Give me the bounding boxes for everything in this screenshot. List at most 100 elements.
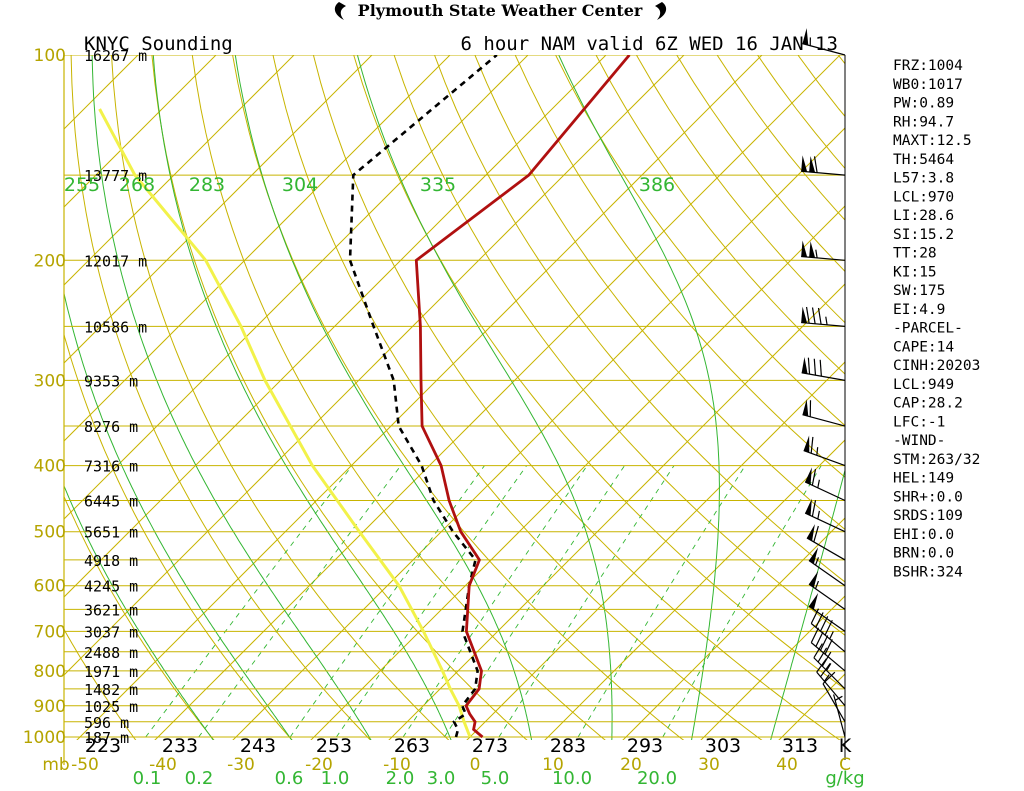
dry-adiabat-line	[757, 55, 845, 170]
barb-half-flag	[816, 447, 819, 456]
index-value: MAXT:12.5	[893, 133, 972, 149]
kelvin-tick-label: 253	[316, 735, 352, 757]
kelvin-tick-label: 233	[162, 735, 198, 757]
barb-flag	[811, 307, 816, 324]
wind-barb	[808, 571, 846, 610]
wind-barb	[802, 28, 846, 56]
isotherm-line	[64, 55, 529, 520]
barb-flag	[822, 671, 836, 685]
dry-adiabat-line	[272, 55, 763, 740]
barb-pennant	[806, 524, 815, 541]
celsius-tick-label: -50	[71, 755, 99, 775]
moist-adiabat-line	[91, 55, 372, 740]
moist-adiabat-line	[234, 55, 533, 740]
dry-adiabat-line	[716, 55, 845, 221]
celsius-tick-label: 0	[470, 755, 481, 775]
height-label: 1482 m	[84, 681, 138, 699]
celsius-tick-label: -30	[227, 755, 255, 775]
barb-pennant	[802, 399, 809, 417]
isotherm-line	[0, 55, 60, 751]
mixing-ratio-tick-label: 5.0	[481, 768, 510, 789]
dry-adiabat-line	[151, 55, 528, 740]
barb-flag	[819, 616, 829, 632]
height-label: 1025 m	[84, 698, 138, 716]
barb-half-flag	[817, 479, 820, 488]
index-value: SW:175	[893, 283, 945, 299]
isotherm-line	[310, 205, 845, 740]
dry-adiabat-line	[232, 55, 685, 740]
barb-flag	[811, 500, 817, 517]
barb-half-flag	[817, 510, 820, 520]
temperature-trace-line	[414, 55, 631, 739]
barb-staff	[804, 481, 846, 502]
dry-adiabat-line	[64, 495, 215, 740]
dry-adiabat-line	[393, 55, 845, 636]
isotherm-line	[64, 55, 373, 364]
isotherm-line	[544, 439, 845, 740]
index-value: SRDS:109	[893, 508, 963, 524]
theta-label: 335	[420, 174, 456, 196]
kelvin-unit-label: K	[839, 735, 852, 757]
index-value: KI:15	[893, 264, 937, 280]
isotherm-line	[622, 517, 845, 740]
barb-half-flag	[825, 316, 828, 325]
dry-adiabat-line	[111, 55, 450, 740]
index-value: -PARCEL-	[893, 321, 963, 337]
kelvin-tick-label: 283	[550, 735, 586, 757]
celsius-tick-label: 30	[698, 755, 720, 775]
barb-pennant	[805, 467, 812, 485]
mixing-ratio-tick-label: 20.0	[637, 768, 677, 789]
height-label: 13777 m	[84, 167, 147, 185]
wind-barb	[801, 240, 846, 261]
height-label: 6445 m	[84, 492, 138, 510]
barb-flag	[813, 525, 819, 543]
wind-barb	[808, 547, 846, 587]
barb-staff	[801, 321, 846, 327]
isotherm-line	[64, 55, 451, 442]
height-label: 12017 m	[84, 252, 147, 270]
height-label: 7316 m	[84, 458, 138, 476]
barb-staff	[822, 683, 846, 723]
dry-adiabat-line	[353, 55, 845, 690]
barb-half-flag	[823, 674, 830, 682]
index-value: RH:94.7	[893, 114, 954, 130]
kelvin-tick-label: 303	[705, 735, 741, 757]
barb-staff	[804, 512, 846, 533]
index-value: TH:5464	[893, 152, 954, 168]
height-label: 8276 m	[84, 418, 138, 436]
index-value: TT:28	[893, 246, 937, 262]
wind-barb	[822, 671, 846, 723]
dry-adiabat-line	[474, 55, 845, 531]
pressure-tick-label: 200	[34, 251, 66, 271]
index-value: SHR+:0.0	[893, 489, 963, 505]
barb-staff	[802, 43, 846, 56]
barb-pennant	[808, 593, 819, 610]
wind-barb	[801, 356, 846, 381]
barb-flag	[813, 358, 817, 376]
barb-pennant	[809, 156, 816, 173]
barb-staff	[810, 623, 846, 653]
barb-flag	[810, 436, 814, 454]
celsius-tick-label: -40	[149, 755, 177, 775]
isotherm-line	[700, 595, 845, 740]
barb-half-flag	[814, 557, 820, 566]
index-value: STM:263/32	[893, 452, 980, 468]
barb-pennant	[808, 547, 819, 564]
index-value: CAP:28.2	[893, 396, 963, 412]
profiles	[98, 55, 631, 739]
pressure-tick-label: 400	[34, 457, 66, 477]
kelvin-tick-label: 263	[394, 735, 430, 757]
wind-barb	[801, 306, 846, 327]
barb-pennant	[802, 28, 809, 46]
pressure-tick-label: 300	[34, 371, 66, 391]
barb-flag	[813, 643, 823, 659]
mixing-ratio-line	[198, 465, 402, 738]
barb-staff	[801, 372, 846, 381]
index-value: LCL:970	[893, 189, 954, 205]
height-label: 4918 m	[84, 552, 138, 570]
wind-barb	[802, 399, 846, 427]
height-label: 9353 m	[84, 372, 138, 390]
height-label: 16267 m	[84, 47, 147, 65]
barb-flag	[815, 631, 824, 647]
